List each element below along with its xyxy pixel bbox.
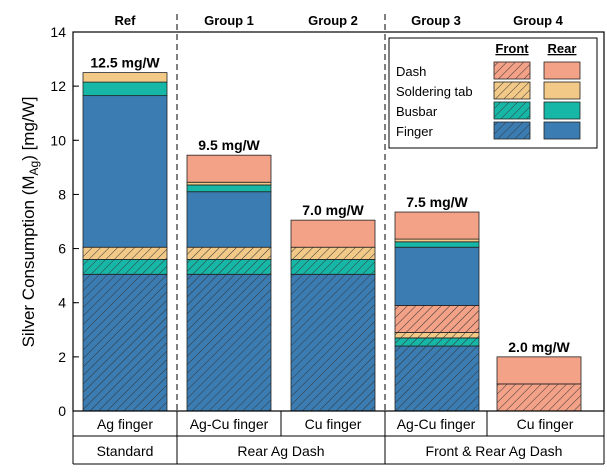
bar-segment <box>290 219 376 248</box>
y-tick-label: 2 <box>58 349 66 365</box>
legend-label: Finger <box>396 124 434 139</box>
total-label: 12.5 mg/W <box>90 55 160 71</box>
config-label: Front & Rear Ag Dash <box>426 443 563 459</box>
group-header: Group 4 <box>513 13 564 28</box>
legend-swatch-rear <box>543 121 581 140</box>
total-label: 2.0 mg/W <box>508 339 570 355</box>
bar-hatch <box>291 259 375 275</box>
legend-swatch-rear <box>543 61 581 80</box>
y-axis-title: Silver Consumption (MAg) [mg/W] <box>19 97 41 348</box>
legend-swatch-hatch <box>494 122 530 139</box>
bar-segment <box>186 184 272 193</box>
bar-segment <box>394 241 480 248</box>
bar-segment <box>394 211 480 240</box>
y-tick-label: 4 <box>58 295 66 311</box>
y-tick-label: 8 <box>58 186 66 202</box>
bar-hatch <box>83 259 167 275</box>
bar-segment <box>82 95 168 248</box>
legend-swatch-hatch <box>494 82 530 99</box>
legend-label: Soldering tab <box>396 84 473 99</box>
category-label: Cu finger <box>305 416 362 432</box>
y-axis: 0 2 4 6 8 10 12 14 <box>50 24 79 419</box>
y-axis-title-main: Silver Consumption (M <box>19 175 38 347</box>
category-label: Cu finger <box>517 416 574 432</box>
bars-layer: 12.5 mg/W 9.5 mg/W 7.0 mg/W 7.5 mg/W 2.0 mg/… <box>82 55 582 412</box>
bar-segment <box>186 191 272 248</box>
legend-label: Busbar <box>396 104 438 119</box>
bar-segment <box>186 154 272 183</box>
bar-hatch <box>187 247 271 260</box>
config-label: Standard <box>97 443 154 459</box>
legend-swatch-hatch <box>494 62 530 79</box>
group-header: Group 3 <box>411 13 461 28</box>
category-label: Ag-Cu finger <box>397 416 476 432</box>
bar-hatch <box>395 337 479 347</box>
group-header: Ref <box>115 13 137 28</box>
bar-segment <box>394 246 480 306</box>
plot-frame <box>72 31 605 412</box>
bar-hatch <box>187 274 271 411</box>
y-tick-label: 14 <box>50 24 66 40</box>
category-label: Ag finger <box>97 416 153 432</box>
bar-hatch <box>291 274 375 411</box>
total-label: 9.5 mg/W <box>198 137 260 153</box>
legend-label: Dash <box>396 64 426 79</box>
bar-segment <box>82 81 168 97</box>
bar-hatch <box>497 383 581 411</box>
category-label: Ag-Cu finger <box>190 416 269 432</box>
bar-segment <box>82 72 168 83</box>
legend: Front Rear Dash Soldering tab Busbar Fin… <box>388 37 598 149</box>
bar-hatch <box>395 305 479 333</box>
bar-segment <box>394 238 480 243</box>
y-tick-label: 0 <box>58 403 66 419</box>
bar-hatch <box>395 332 479 338</box>
legend-header-front: Front <box>495 41 529 56</box>
total-label: 7.0 mg/W <box>302 202 364 218</box>
bar-hatch <box>291 247 375 260</box>
bar-segment <box>496 356 582 385</box>
y-tick-label: 6 <box>58 241 66 257</box>
bar-hatch <box>83 247 167 260</box>
y-tick-label: 12 <box>50 78 66 94</box>
group-header: Group 1 <box>204 13 254 28</box>
group-header: Group 2 <box>308 13 358 28</box>
bar-segment <box>186 181 272 186</box>
y-axis-title-subscript: Ag <box>27 161 41 176</box>
y-axis-title-tail: ) [mg/W] <box>19 97 38 161</box>
y-tick-label: 10 <box>50 132 66 148</box>
legend-swatch-hatch <box>494 102 530 119</box>
total-label: 7.5 mg/W <box>406 194 468 210</box>
config-label: Rear Ag Dash <box>237 443 324 459</box>
bar-hatch <box>83 274 167 411</box>
bar-hatch <box>187 259 271 275</box>
legend-header-rear: Rear <box>548 41 577 56</box>
legend-swatches <box>493 61 581 140</box>
legend-swatch-rear <box>543 101 581 120</box>
bar-hatch <box>395 346 479 411</box>
legend-swatch-rear <box>543 81 581 100</box>
